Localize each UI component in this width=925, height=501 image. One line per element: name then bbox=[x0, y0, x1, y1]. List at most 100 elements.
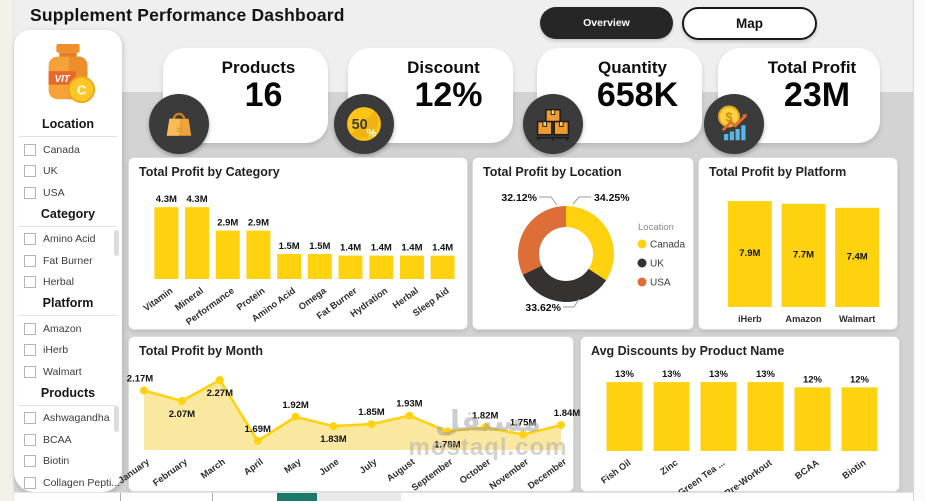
bar-Walmart[interactable] bbox=[835, 207, 880, 307]
checkbox[interactable] bbox=[24, 233, 36, 246]
area-fill bbox=[144, 380, 561, 450]
data-point-May[interactable] bbox=[291, 412, 300, 421]
bar-Pre-Workout[interactable] bbox=[747, 382, 784, 451]
checkbox[interactable] bbox=[24, 412, 36, 425]
bottom-scrollbar-track bbox=[317, 493, 401, 501]
checkbox[interactable] bbox=[24, 455, 36, 468]
divider bbox=[19, 136, 117, 137]
data-point-January[interactable] bbox=[140, 386, 148, 395]
donut-chart-location[interactable]: 34.25% 33.62% 32.12% Location Canada UK USA bbox=[473, 180, 693, 330]
tab-overview[interactable]: Overview bbox=[540, 7, 673, 39]
donut-slice-Canada[interactable] bbox=[566, 206, 614, 281]
bar-value-label: 4.3M bbox=[156, 194, 177, 205]
app-logo: VIT C bbox=[14, 30, 122, 114]
bar-value-label: 1.4M bbox=[432, 243, 453, 254]
svg-text:50: 50 bbox=[352, 117, 368, 133]
bar-Zinc[interactable] bbox=[653, 382, 690, 451]
filter-herbal[interactable]: Herbal bbox=[14, 272, 122, 294]
bar-chart-category[interactable]: 4.3MVitamin4.3MMineral2.9MPerformance2.9… bbox=[129, 184, 467, 329]
data-point-September[interactable] bbox=[443, 427, 452, 436]
bar-Green Tea ...[interactable] bbox=[700, 382, 737, 451]
products-list-scrollbar[interactable] bbox=[114, 406, 119, 432]
bar-iHerb[interactable] bbox=[727, 201, 772, 307]
kpi-value: 12% bbox=[414, 76, 483, 114]
filter-canada[interactable]: Canada bbox=[14, 139, 122, 161]
data-point-November[interactable] bbox=[519, 430, 528, 439]
left-edge-strip bbox=[0, 0, 14, 501]
divider bbox=[19, 404, 117, 406]
discount-badge-icon: 50 % bbox=[334, 94, 394, 154]
filter-usa[interactable]: USA bbox=[14, 182, 122, 204]
bar-Mineral[interactable] bbox=[185, 207, 209, 279]
checkbox[interactable] bbox=[24, 254, 36, 267]
checkbox[interactable] bbox=[24, 433, 36, 446]
checkbox[interactable] bbox=[24, 143, 36, 156]
bar-Omega[interactable] bbox=[307, 254, 332, 279]
bar-Herbal[interactable] bbox=[399, 255, 424, 279]
data-point-December[interactable] bbox=[557, 421, 565, 430]
filter-biotin[interactable]: Biotin bbox=[14, 451, 122, 473]
bar-Hydration[interactable] bbox=[369, 255, 394, 279]
axis-label: Amazon bbox=[785, 314, 821, 324]
filter-ashwagandha[interactable]: Ashwagandha bbox=[14, 408, 122, 430]
page-title: Supplement Performance Dashboard bbox=[30, 5, 345, 25]
legend-swatch-USA[interactable] bbox=[637, 277, 647, 287]
axis-label: March bbox=[199, 456, 227, 480]
data-point-August[interactable] bbox=[405, 411, 414, 420]
checkbox[interactable] bbox=[24, 365, 36, 378]
data-point-March[interactable] bbox=[215, 376, 224, 384]
data-point-February[interactable] bbox=[177, 397, 186, 405]
legend-swatch-UK[interactable] bbox=[637, 258, 647, 268]
checkbox[interactable] bbox=[24, 186, 36, 199]
bar-Amino Acid[interactable] bbox=[277, 254, 302, 279]
boxes-icon bbox=[523, 94, 583, 154]
axis-label: November bbox=[488, 456, 531, 491]
data-point-June[interactable] bbox=[329, 422, 338, 431]
checkbox[interactable] bbox=[24, 276, 36, 289]
checkbox[interactable] bbox=[24, 344, 36, 357]
bar-Biotin[interactable] bbox=[841, 387, 878, 451]
filter-section-title-platform: Platform bbox=[42, 296, 94, 310]
donut-slice-UK[interactable] bbox=[522, 265, 607, 302]
bar-Vitamin[interactable] bbox=[154, 207, 179, 279]
filter-uk[interactable]: UK bbox=[14, 161, 122, 183]
bottom-scrollbar-thumb[interactable] bbox=[277, 493, 317, 501]
area-chart-month[interactable]: 2.17MJanuary2.07MFebruary2.27MMarch1.69M… bbox=[116, 361, 580, 493]
kpi-value: 16 bbox=[244, 76, 283, 114]
bar-Fat Burner[interactable] bbox=[338, 255, 363, 279]
data-point-July[interactable] bbox=[367, 420, 376, 429]
bar-chart-platform[interactable]: 7.9M iHerb 7.7M Amazon 7.4M Walmart bbox=[699, 182, 897, 329]
data-point-October[interactable] bbox=[481, 423, 490, 432]
donut-slice-USA[interactable] bbox=[518, 206, 566, 275]
axis-label: February bbox=[151, 456, 190, 488]
tab-map[interactable]: Map bbox=[682, 7, 817, 40]
bar-Protein[interactable] bbox=[246, 230, 271, 279]
line-series[interactable] bbox=[143, 378, 562, 443]
filter-iherb[interactable]: iHerb bbox=[14, 340, 122, 362]
filter-section-title-category: Category bbox=[40, 206, 96, 221]
bar-value-label: 13% bbox=[662, 369, 682, 380]
axis-label: September bbox=[410, 456, 455, 493]
filter-amazon[interactable]: Amazon bbox=[14, 318, 122, 340]
bar-Fish Oil[interactable] bbox=[606, 382, 643, 451]
filter-walmart[interactable]: Walmart bbox=[14, 361, 122, 383]
point-value-label: 1.84M bbox=[554, 408, 580, 419]
data-point-April[interactable] bbox=[253, 436, 262, 445]
axis-label: Zinc bbox=[658, 458, 679, 477]
category-list-scrollbar[interactable] bbox=[114, 230, 119, 256]
bar-Amazon[interactable] bbox=[781, 203, 826, 307]
point-value-label: 1.85M bbox=[358, 407, 384, 418]
legend-swatch-Canada[interactable] bbox=[637, 239, 647, 249]
filter-collagen-peptides[interactable]: Collagen Pepti... bbox=[14, 472, 122, 494]
bar-Sleep Aid[interactable] bbox=[430, 255, 455, 279]
filter-amino-acid[interactable]: Amino Acid bbox=[14, 229, 122, 251]
filter-fat-burner[interactable]: Fat Burner bbox=[14, 250, 122, 272]
bar-BCAA[interactable] bbox=[794, 387, 831, 451]
bar-Performance[interactable] bbox=[215, 230, 240, 279]
checkbox[interactable] bbox=[24, 476, 36, 489]
checkbox[interactable] bbox=[24, 165, 36, 178]
filter-bcaa[interactable]: BCAA bbox=[14, 429, 122, 451]
checkbox[interactable] bbox=[24, 322, 36, 335]
chart-card-total-profit-by-category: Total Profit by Category 4.3M Vitamin 4.3M… bbox=[128, 157, 468, 330]
